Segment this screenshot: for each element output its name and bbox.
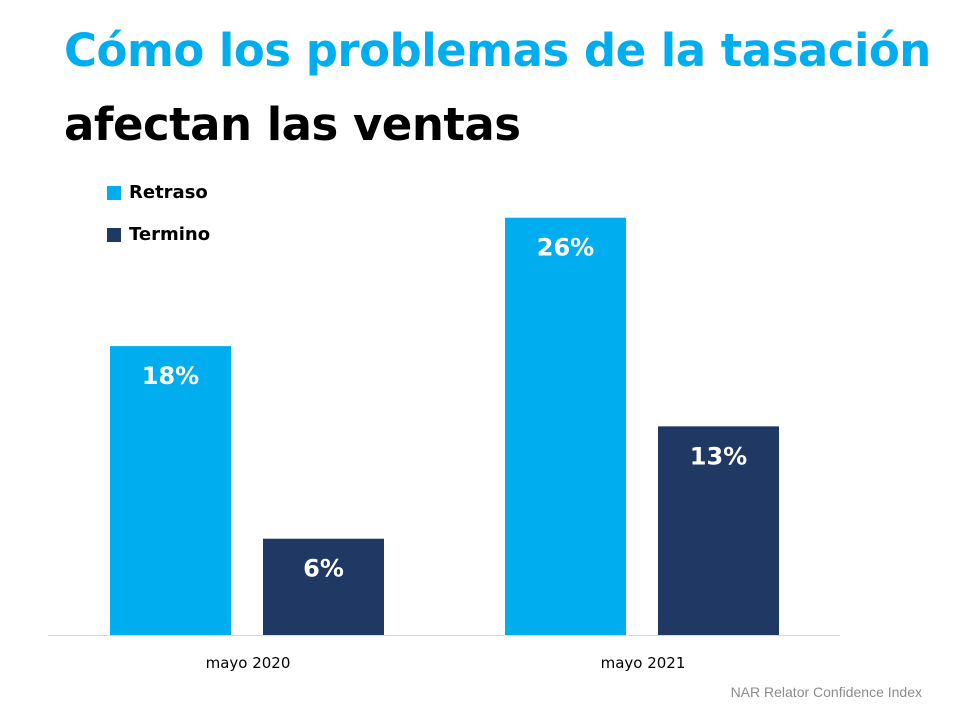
x-tick-label: mayo 2021: [601, 654, 686, 672]
chart-title-line2: afectan las ventas: [64, 98, 521, 151]
chart-title-line1: Cómo los problemas de la tasación: [64, 24, 931, 77]
legend-item-retraso: Retraso: [107, 182, 208, 203]
x-tick-label: mayo 2020: [206, 654, 291, 672]
data-label: 6%: [303, 555, 344, 583]
legend-swatch-termino: [107, 227, 121, 242]
legend-item-termino: Termino: [107, 224, 210, 245]
data-label: 18%: [142, 362, 199, 390]
source-note: NAR Relator Confidence Index: [730, 684, 922, 700]
bar-retraso-0: [110, 346, 231, 635]
legend-label-termino: Termino: [129, 224, 211, 245]
bar-termino-1: [658, 426, 779, 635]
legend-swatch-retraso: [107, 185, 121, 200]
legend-label-retraso: Retraso: [129, 182, 208, 203]
bar-termino-0: [263, 538, 384, 635]
data-label: 13%: [690, 442, 747, 470]
bar-retraso-1: [505, 217, 626, 635]
data-label: 26%: [537, 234, 594, 262]
